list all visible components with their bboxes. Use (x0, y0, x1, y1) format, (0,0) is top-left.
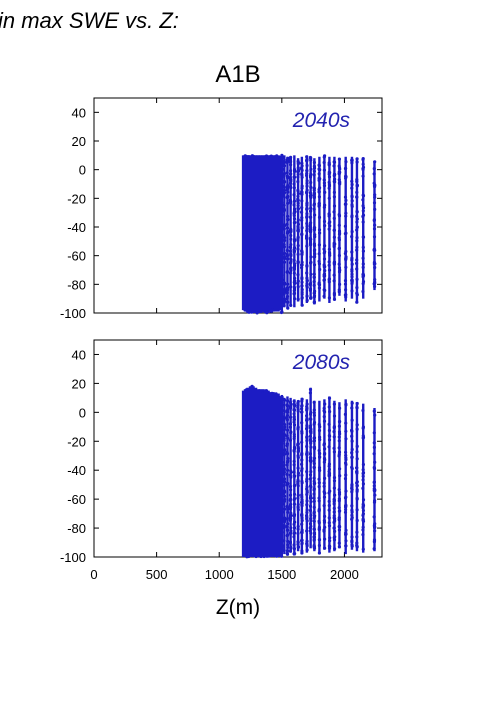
point-column (338, 158, 341, 296)
y-tick-label: 40 (72, 105, 86, 120)
point-column (286, 156, 289, 309)
y-tick-label: 40 (72, 347, 86, 362)
y-tick-label: -40 (67, 220, 86, 235)
x-tick-label: 1000 (205, 567, 234, 582)
scenario-title: A1B (215, 61, 260, 88)
panel-label: 2080s (292, 351, 351, 374)
title-fragment: in max SWE vs. Z: (0, 8, 179, 33)
y-tick-label: -80 (67, 521, 86, 536)
point-column (293, 399, 296, 556)
plot-frame (93, 97, 383, 314)
y-tick-label: -60 (67, 492, 86, 507)
point-column (283, 397, 286, 555)
y-tick-label: -80 (67, 277, 86, 292)
plot-frame (93, 339, 383, 558)
point-column (350, 156, 354, 299)
point-column (300, 397, 304, 555)
point-column (323, 399, 326, 550)
dense-point-column (276, 396, 283, 557)
point-column (362, 158, 365, 299)
point-column (280, 155, 284, 313)
point-column (305, 399, 309, 553)
point-column (280, 394, 284, 557)
x-tick-label: 0 (90, 567, 97, 582)
point-column (313, 400, 316, 552)
point-column (296, 400, 300, 552)
point-column (338, 402, 341, 549)
y-tick-label: -60 (67, 249, 86, 264)
y-tick-label: -100 (60, 306, 86, 321)
point-column (333, 156, 336, 301)
panel-2080s: -100 -80 -60 -40 -20 0 20 40 0 500 1000 1500 2000 208… (60, 339, 383, 582)
point-column (333, 400, 336, 552)
y-tick-label: -20 (67, 434, 86, 449)
point-column (289, 156, 292, 306)
scatter-points (241, 153, 377, 315)
point-column (309, 387, 312, 549)
point-column (373, 161, 376, 291)
point-column (293, 155, 296, 308)
panel-2040s: -100 -80 -60 -40 -20 0 20 40 2040s (60, 97, 383, 321)
point-column (355, 402, 359, 552)
y-tick-label: -20 (67, 191, 86, 206)
dense-point-column (276, 156, 283, 311)
point-column (289, 397, 292, 553)
x-tick-label: 2000 (330, 567, 359, 582)
panel-label: 2040s (292, 109, 351, 132)
x-axis-label: Z(m) (216, 596, 260, 619)
point-column (283, 155, 286, 308)
y-tick-label: -100 (60, 550, 86, 565)
point-column (318, 400, 321, 555)
point-column (328, 396, 331, 553)
point-column (355, 158, 359, 303)
y-tick-label: 20 (72, 376, 86, 391)
point-column (350, 400, 354, 550)
point-column (344, 156, 347, 302)
point-column (318, 156, 321, 302)
y-tick-label: 20 (72, 134, 86, 149)
y-tick-label: 0 (79, 163, 86, 178)
scatter-points (241, 384, 377, 559)
x-tick-label: 1500 (267, 567, 296, 582)
point-column (286, 396, 289, 556)
point-column (309, 156, 312, 299)
point-column (300, 156, 304, 306)
point-column (305, 155, 309, 303)
point-column (323, 155, 326, 299)
y-tick-label: -40 (67, 463, 86, 478)
point-column (362, 403, 365, 553)
point-column (373, 407, 376, 552)
y-tick-label: 0 (79, 405, 86, 420)
point-column (328, 156, 331, 303)
point-column (344, 399, 347, 555)
x-tick-label: 500 (146, 567, 168, 582)
point-column (296, 158, 300, 302)
point-column (313, 158, 316, 305)
